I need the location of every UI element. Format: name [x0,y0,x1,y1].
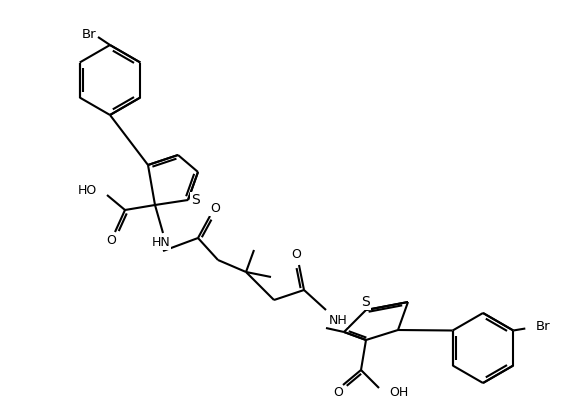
Text: HO: HO [78,184,97,197]
Text: O: O [291,249,301,262]
Text: HN: HN [152,236,170,249]
Text: Br: Br [81,28,96,42]
Text: OH: OH [389,387,408,400]
Text: S: S [362,295,370,309]
Text: NH: NH [329,313,348,326]
Text: Br: Br [535,320,550,333]
Text: S: S [191,193,199,207]
Text: O: O [333,387,343,400]
Text: O: O [106,234,116,247]
Text: O: O [210,203,220,215]
